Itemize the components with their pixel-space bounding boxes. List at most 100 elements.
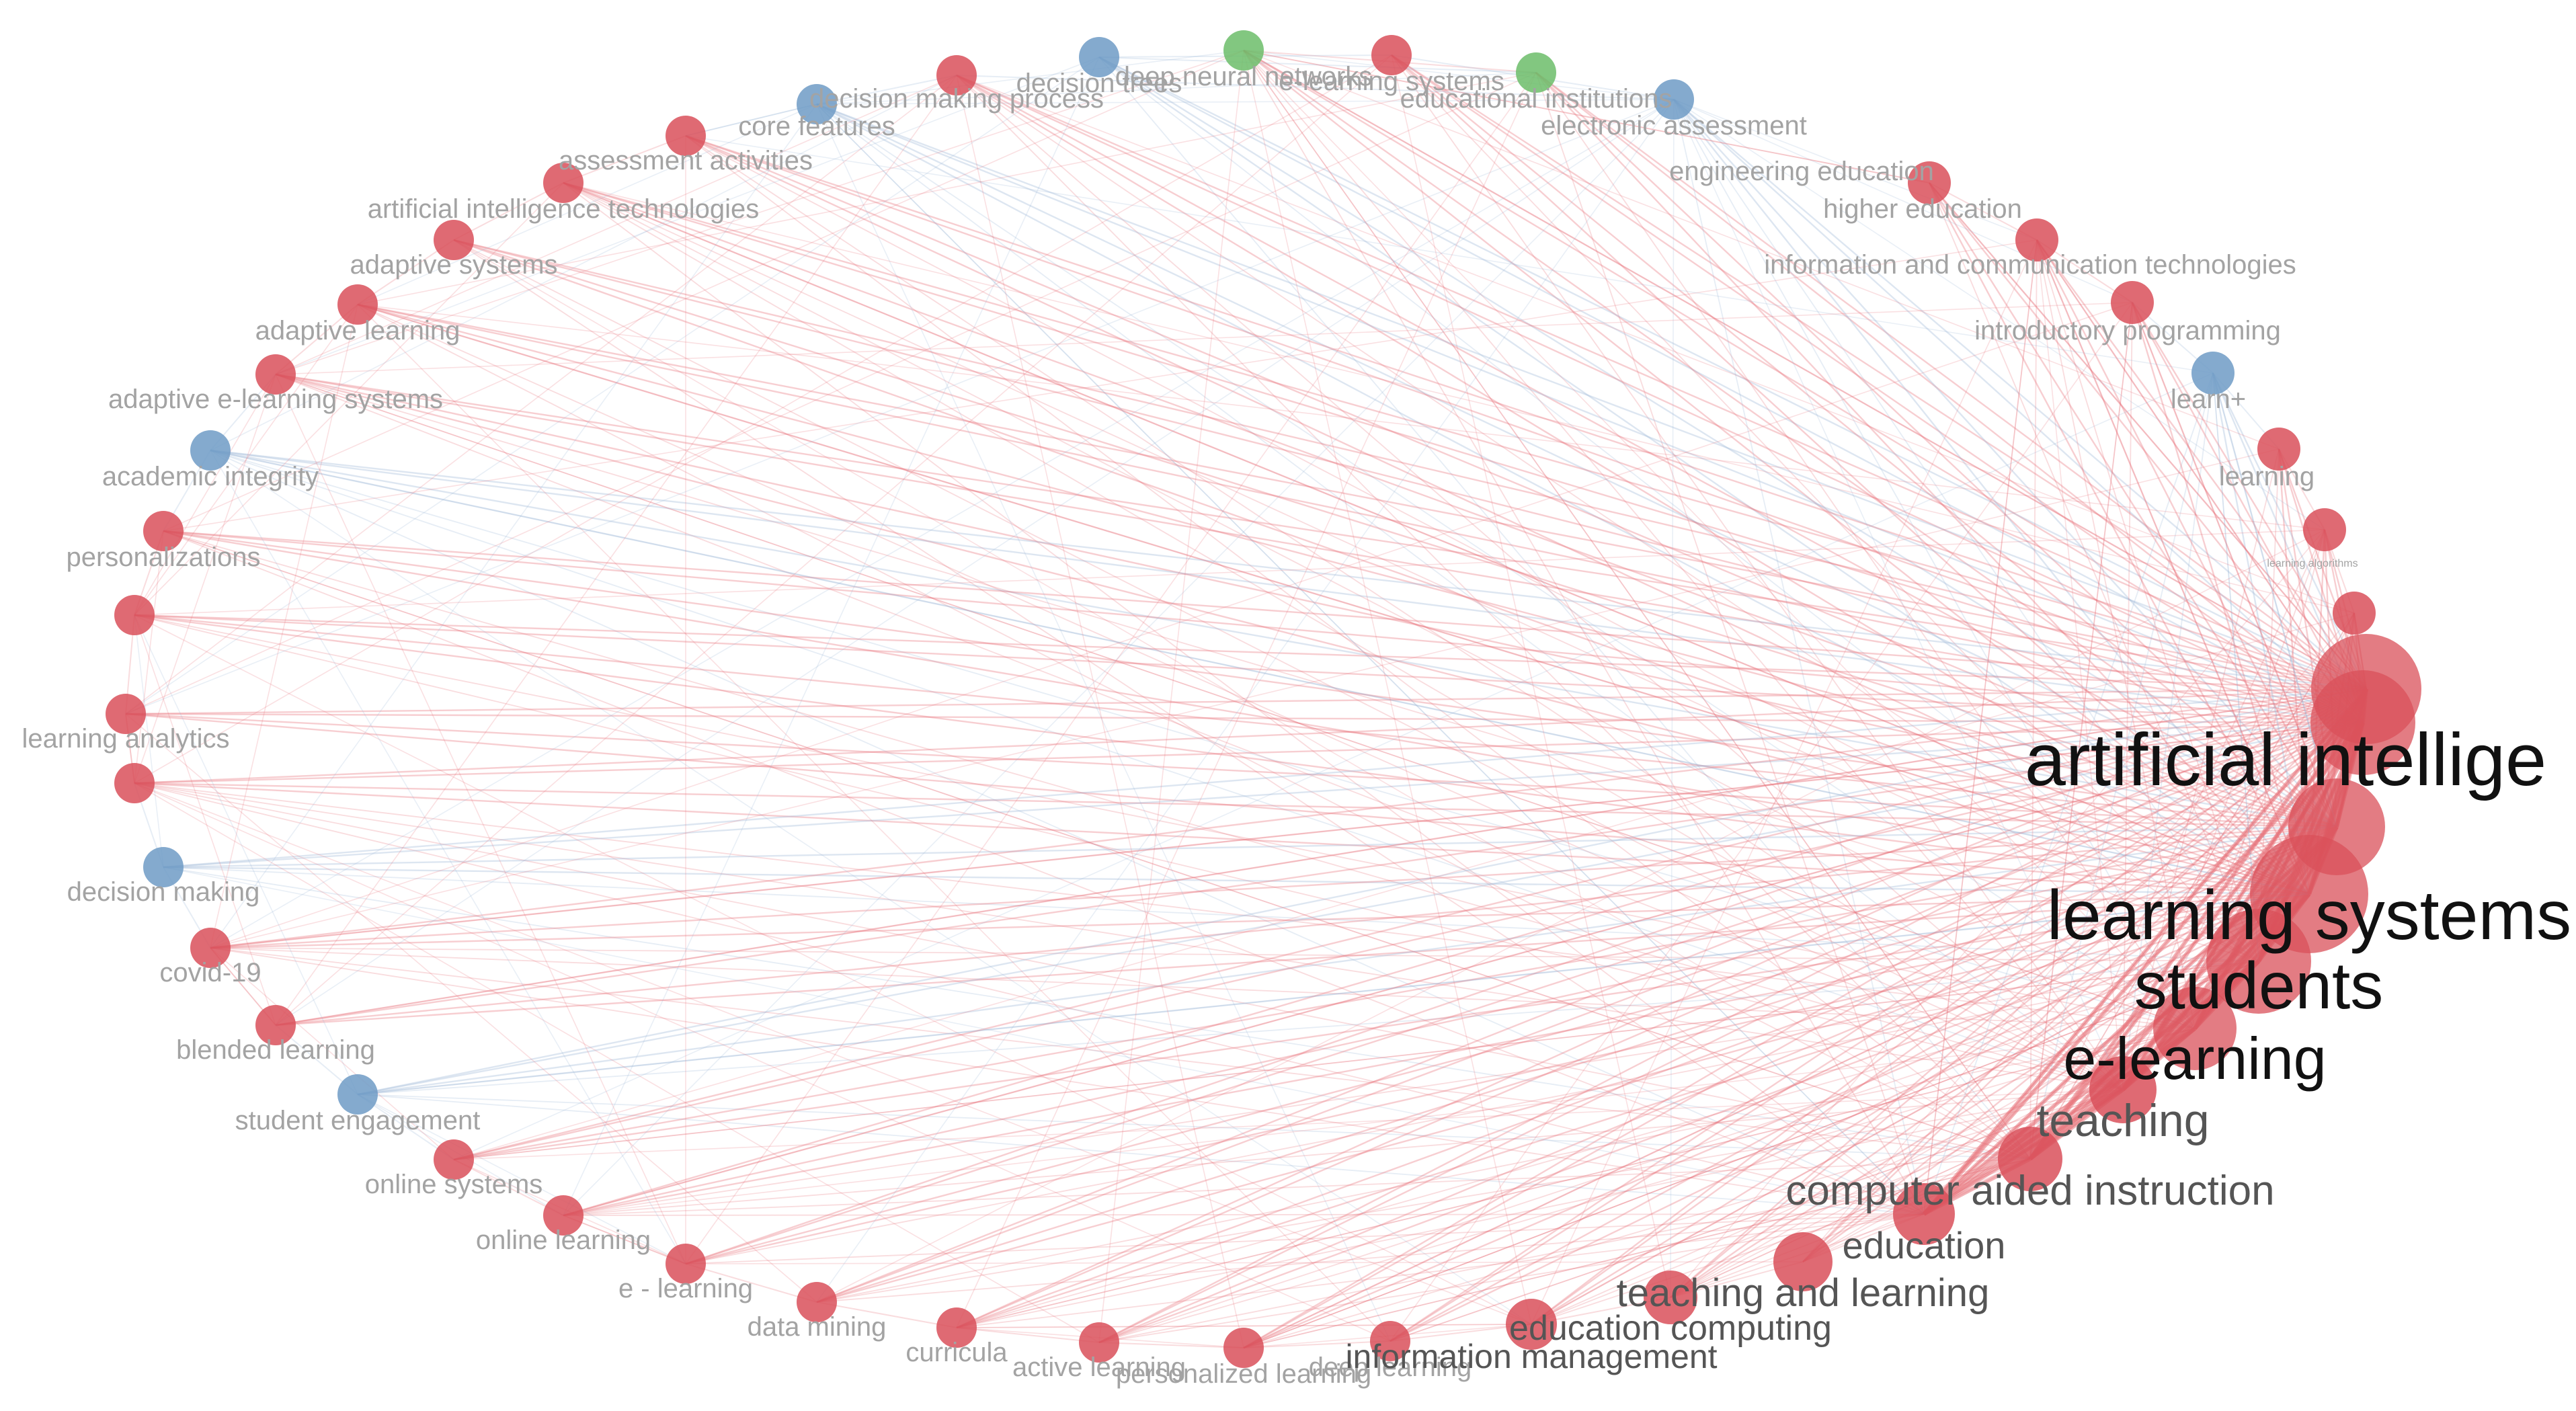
edge-curricula-node-ai2	[956, 688, 2367, 1329]
edge-engineering-education-node-big	[1928, 182, 2338, 828]
edge-educational-institutions-learning-systems	[1535, 72, 2310, 895]
node-curricula[interactable]	[936, 1307, 977, 1348]
edge-introductory-programming-teaching	[2122, 372, 2214, 1090]
edge-decision-trees-online-learning	[563, 56, 1100, 1216]
node-information-management[interactable]	[1506, 1299, 1557, 1350]
node-computer-aided-instruction[interactable]	[1998, 1127, 2062, 1191]
node-decision-making-process[interactable]	[936, 55, 977, 95]
node-blended-learning[interactable]	[255, 1005, 296, 1045]
label-e-learning-2: e - learning	[618, 1274, 753, 1303]
node-decision-trees[interactable]	[1079, 37, 1119, 77]
edge-node-big-personalized-learning	[1243, 826, 2337, 1348]
label-online-systems: online systems	[365, 1170, 543, 1199]
node-online-learning[interactable]	[543, 1195, 583, 1236]
node-introductory-programming[interactable]	[2191, 352, 2235, 395]
node-active-learning[interactable]	[1079, 1322, 1119, 1363]
edge-covid-19-e-learning	[210, 947, 2196, 1029]
label-layer: deep neural networks educational institut…	[22, 62, 2571, 1389]
edge-e-learning-systems-teaching	[1391, 54, 2124, 1090]
label-educational-institutions: educational institutions	[1400, 84, 1673, 114]
edge-node-la-data-mining	[125, 713, 817, 1303]
edge-node-la-node-big	[125, 713, 2337, 828]
node-layer	[106, 30, 2421, 1368]
edge-adaptive-learning-learning-systems	[357, 303, 2310, 895]
node-deep-learning[interactable]	[1370, 1321, 1410, 1361]
edge-blended-learning-artificial-intelligence	[275, 721, 2364, 1026]
node-node-la[interactable]	[106, 694, 146, 734]
edge-higher-education-computer-aided-instruction	[2029, 239, 2038, 1160]
edge-academic-integrity-teaching	[210, 450, 2124, 1090]
node-information-and-communication-technologies[interactable]	[2111, 281, 2154, 324]
node-learn-plus[interactable]	[2257, 428, 2300, 471]
edge-decision-making-process-node-big	[956, 74, 2337, 828]
edge-active-learning-e-learning	[1098, 1028, 2196, 1343]
node-teaching[interactable]	[2089, 1056, 2157, 1123]
edge-adaptive-learning-computer-aided-instruction	[357, 304, 2031, 1160]
edge-engineering-education-node-ai2	[1929, 182, 2367, 690]
node-core-features[interactable]	[797, 84, 837, 124]
node-adaptive-learning[interactable]	[337, 284, 378, 325]
edge-deep-neural-networks-node-big	[1243, 50, 2337, 828]
edge-deep-learning-core-features	[816, 104, 1391, 1342]
edge-data-mining-node-big	[816, 825, 2337, 1303]
node-covid-19[interactable]	[190, 928, 231, 968]
node-e-learning-2[interactable]	[666, 1244, 706, 1284]
edge-artificial-intelligence-online-learning	[563, 722, 2364, 1216]
label-covid-19: covid-19	[159, 958, 261, 987]
edge-assessment-activities-introductory-programming	[685, 135, 2214, 374]
node-online-systems[interactable]	[434, 1139, 474, 1180]
edge-students-personalized-learning	[1243, 961, 2259, 1348]
node-personalizations[interactable]	[143, 511, 184, 551]
edge-node-la-learning-systems	[125, 713, 2310, 895]
edge-introductory-programming-students	[2212, 372, 2259, 962]
node-higher-education[interactable]	[2015, 218, 2058, 261]
node-node-big[interactable]	[2288, 778, 2385, 875]
node-education[interactable]	[1893, 1183, 1955, 1245]
edge-blended-learning-electronic-assessment	[275, 99, 1675, 1026]
node-node-ai2[interactable]	[2311, 634, 2421, 744]
edge-decision-trees-node-ai2	[1098, 56, 2367, 690]
node-e-learning[interactable]	[2153, 987, 2237, 1070]
node-personalized-learning[interactable]	[1223, 1328, 1264, 1368]
node-data-mining[interactable]	[797, 1282, 837, 1322]
edge-electronic-assessment-learning-systems	[1673, 99, 2310, 895]
edge-teaching-and-learning-artificial-intelligence	[1802, 722, 2364, 1262]
edge-learning-algorithms-computer-aided-instruction	[2029, 612, 2355, 1160]
node-student-engagement[interactable]	[337, 1074, 378, 1115]
node-electronic-assessment[interactable]	[1654, 79, 1694, 120]
node-e-learning-systems[interactable]	[1371, 35, 1412, 75]
edge-artificial-intelligence-technologies-node-p2	[134, 182, 564, 616]
node-node-p2[interactable]	[114, 595, 155, 635]
edge-computer-aided-instruction-information-and-communication-technologies	[2029, 302, 2133, 1160]
node-deep-neural-networks[interactable]	[1223, 30, 1264, 71]
edge-engineering-education-node-ai2	[1929, 182, 2367, 690]
node-assessment-activities[interactable]	[666, 116, 706, 156]
node-engineering-education[interactable]	[1908, 161, 1951, 204]
label-deep-neural-networks: deep neural networks	[1115, 62, 1372, 91]
edge-student-engagement-node-ai2	[357, 688, 2367, 1096]
edge-e-learning-2-node-ai2	[685, 688, 2367, 1265]
edge-computer-aided-instruction-deep-neural-networks	[1243, 50, 2031, 1160]
label-engineering-education: engineering education	[1669, 157, 1934, 186]
node-decision-making[interactable]	[143, 847, 184, 887]
edge-decision-making-process-blended-learning	[275, 75, 957, 1026]
node-learning-algorithms[interactable]	[2333, 592, 2376, 635]
node-educational-institutions[interactable]	[1516, 52, 1556, 93]
node-education-computing[interactable]	[1644, 1271, 1697, 1324]
node-adaptive-e-learning-systems[interactable]	[255, 354, 296, 395]
edge-covid-19-learning-systems	[210, 893, 2310, 949]
edge-electronic-assessment-node-ai2	[1673, 99, 2367, 690]
edge-adaptive-learning-teaching	[357, 304, 2124, 1090]
node-artificial-intelligence-technologies[interactable]	[543, 163, 583, 203]
edge-students-personalized-learning	[1243, 961, 2259, 1348]
node-academic-integrity[interactable]	[190, 430, 231, 471]
node-learning-analytics[interactable]	[114, 763, 155, 803]
node-adaptive-systems[interactable]	[434, 220, 474, 260]
edge-decision-trees-artificial-intelligence	[1098, 56, 2364, 724]
edge-deep-neural-networks-node-ai2	[1243, 49, 2367, 690]
edge-adaptive-learning-core-features	[357, 104, 817, 305]
edge-personalizations-education	[163, 530, 1925, 1215]
node-teaching-and-learning[interactable]	[1773, 1232, 1833, 1291]
edge-active-learning-education	[1098, 1213, 1925, 1343]
node-learning[interactable]	[2303, 508, 2346, 551]
